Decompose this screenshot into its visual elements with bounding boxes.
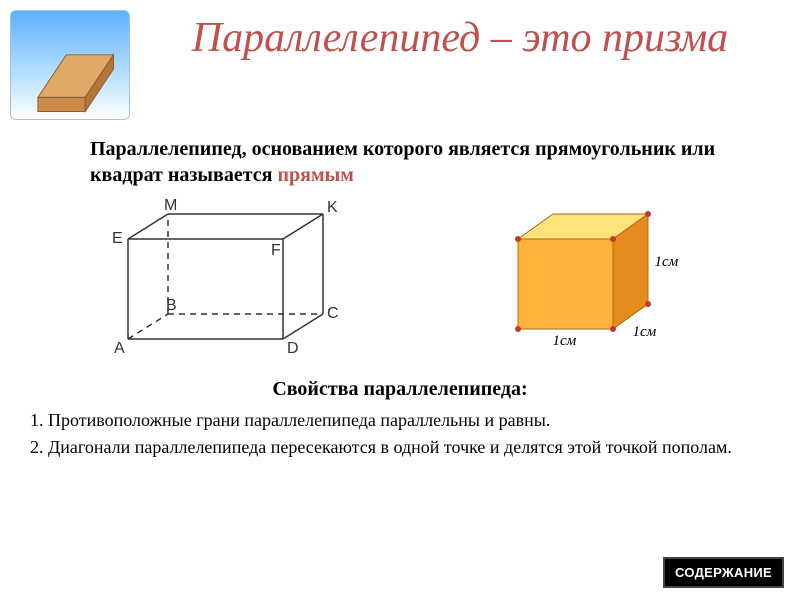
dim-depth: 1см <box>633 324 657 341</box>
dim-width: 1см <box>553 333 577 350</box>
svg-text:C: C <box>327 305 339 322</box>
wireframe-parallelepiped: A B C D E F M K <box>98 199 358 369</box>
subtitle-text: Параллелепипед, основанием которого явля… <box>90 138 715 186</box>
properties-heading: Свойства параллелепипеда: <box>0 372 800 407</box>
svg-text:D: D <box>287 340 299 357</box>
property-1: 1. Противоположные грани параллелепипеда… <box>0 407 800 434</box>
property-2: 2. Диагонали параллелепипеда пересекаютс… <box>0 434 800 461</box>
svg-text:F: F <box>271 242 281 259</box>
unit-cube-svg <box>473 199 703 359</box>
dim-right: 1см <box>655 254 679 271</box>
thumbnail-oblique-prism <box>10 10 130 120</box>
subtitle-highlight: прямым <box>278 164 354 186</box>
svg-text:M: M <box>164 199 177 214</box>
svg-text:K: K <box>327 199 338 216</box>
svg-text:B: B <box>166 297 177 314</box>
svg-text:E: E <box>112 230 123 247</box>
svg-text:A: A <box>114 340 125 357</box>
oblique-prism-svg <box>19 19 123 119</box>
unit-cube-figure: 1см 1см 1см <box>473 199 703 369</box>
subtitle: Параллелепипед, основанием которого явля… <box>0 120 800 192</box>
slide-title: Параллелепипед – это призма <box>130 10 780 62</box>
contents-button[interactable]: СОДЕРЖАНИЕ <box>663 557 784 588</box>
